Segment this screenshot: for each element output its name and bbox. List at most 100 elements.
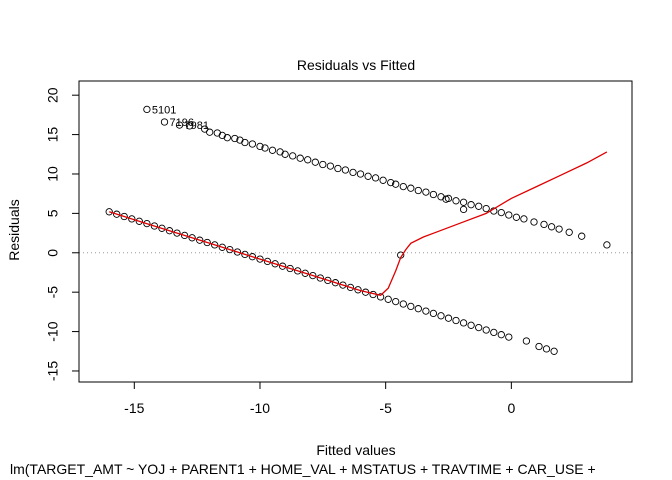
- lower-band-point: [233, 248, 242, 256]
- upper-band-point: [555, 225, 563, 233]
- x-tick-label: 0: [507, 400, 515, 416]
- upper-band-point: [452, 197, 460, 205]
- lower-band-point: [339, 281, 347, 289]
- chart-title: Residuals vs Fitted: [297, 57, 415, 73]
- lower-band-point: [354, 286, 362, 294]
- lower-band-point: [150, 222, 159, 230]
- upper-band-point: [341, 166, 350, 174]
- lower-band-point: [218, 243, 226, 251]
- lower-band-point: [271, 260, 279, 268]
- upper-band-point: [399, 182, 407, 191]
- y-tick-label: 5: [45, 209, 61, 217]
- upper-band-point: [540, 220, 548, 229]
- upper-band-point: [387, 178, 395, 187]
- upper-band-point: [512, 213, 521, 221]
- lower-band-point: [165, 227, 174, 235]
- lower-band-point: [346, 283, 355, 292]
- upper-band-point: [281, 150, 289, 158]
- upper-band-point: [603, 241, 611, 249]
- lower-band-point: [490, 328, 498, 337]
- lower-band-point: [467, 321, 475, 329]
- upper-band-point: [467, 201, 475, 209]
- lower-band-point: [399, 300, 407, 308]
- lower-band-point: [522, 337, 531, 345]
- upper-band-point: [482, 204, 490, 213]
- lower-band-point: [414, 305, 422, 313]
- lower-band-point: [475, 323, 483, 332]
- upper-band-point: [392, 180, 400, 188]
- y-tick-label: 10: [45, 166, 61, 182]
- lower-band-point: [392, 297, 400, 306]
- upper-band-point: [429, 190, 438, 199]
- lower-band-point: [429, 309, 438, 318]
- lower-band-point: [376, 293, 385, 301]
- upper-band-point: [442, 195, 450, 203]
- lower-band-point: [120, 212, 128, 221]
- lower-band-point: [550, 347, 558, 355]
- upper-band-point: [296, 154, 304, 162]
- upper-band-point: [497, 208, 505, 217]
- lower-band-point: [316, 274, 324, 282]
- upper-band-point: [379, 176, 387, 184]
- upper-band-point: [349, 168, 357, 177]
- upper-band-point: [175, 121, 184, 129]
- y-axis: -15 -10 -5 0 5 10 15 20: [45, 87, 80, 381]
- y-tick-label: -15: [45, 361, 61, 381]
- lower-band-point: [497, 331, 505, 339]
- upper-band-point: [143, 105, 151, 114]
- outlier-label: 5101: [152, 104, 176, 116]
- upper-band-point: [185, 122, 194, 130]
- upper-band-point: [459, 205, 468, 214]
- upper-band-point: [268, 146, 277, 154]
- lower-band-point: [256, 255, 264, 263]
- lower-band-point: [422, 307, 430, 315]
- x-axis-label: Fitted values: [316, 442, 395, 458]
- upper-band-point: [505, 211, 513, 219]
- lower-band-point: [241, 250, 249, 259]
- upper-band-point: [459, 198, 468, 206]
- lowess-smoother-line: [109, 151, 608, 297]
- lower-band-point: [180, 231, 189, 240]
- lower-band-point: [248, 253, 257, 261]
- lower-band-point: [135, 217, 143, 225]
- upper-band-point: [311, 158, 319, 166]
- upper-band-point: [364, 172, 372, 180]
- y-tick-label: -5: [45, 286, 61, 299]
- lower-band-point: [173, 229, 181, 237]
- y-tick-label: 20: [45, 87, 61, 103]
- upper-band-point: [304, 156, 312, 164]
- lower-band-point: [143, 219, 151, 228]
- x-tick-label: -10: [250, 400, 270, 416]
- upper-band-point: [223, 134, 231, 142]
- lower-band-point: [286, 264, 294, 273]
- upper-band-point: [475, 202, 483, 210]
- model-formula-subtitle: lm(TARGET_AMT ~ YOJ + PARENT1 + HOME_VAL…: [10, 461, 596, 477]
- upper-band-point: [414, 186, 422, 195]
- lower-band-point: [105, 208, 113, 216]
- upper-band-point: [520, 215, 528, 223]
- upper-band-point: [371, 174, 380, 182]
- lower-band-point: [452, 316, 460, 325]
- lower-band-point: [437, 312, 445, 320]
- upper-band-point: [206, 128, 214, 136]
- upper-band-point: [160, 118, 169, 126]
- upper-band-point: [407, 184, 415, 192]
- lower-band-point: [158, 224, 166, 232]
- upper-band-point: [261, 144, 269, 152]
- upper-band-point: [422, 188, 430, 196]
- upper-band-point: [326, 162, 335, 170]
- lower-band-point: [278, 262, 287, 270]
- upper-band-point: [241, 138, 249, 147]
- x-tick-label: -15: [124, 400, 144, 416]
- lower-band-point: [459, 319, 468, 327]
- lower-band-point: [226, 245, 234, 254]
- outlier-label: 7981: [185, 120, 209, 132]
- lower-band-point: [407, 302, 415, 311]
- upper-band-point: [578, 232, 586, 240]
- lower-band-point: [505, 333, 513, 341]
- lower-band-point: [128, 215, 136, 223]
- y-axis-label: Residuals: [6, 199, 22, 260]
- lower-band-point: [211, 241, 219, 249]
